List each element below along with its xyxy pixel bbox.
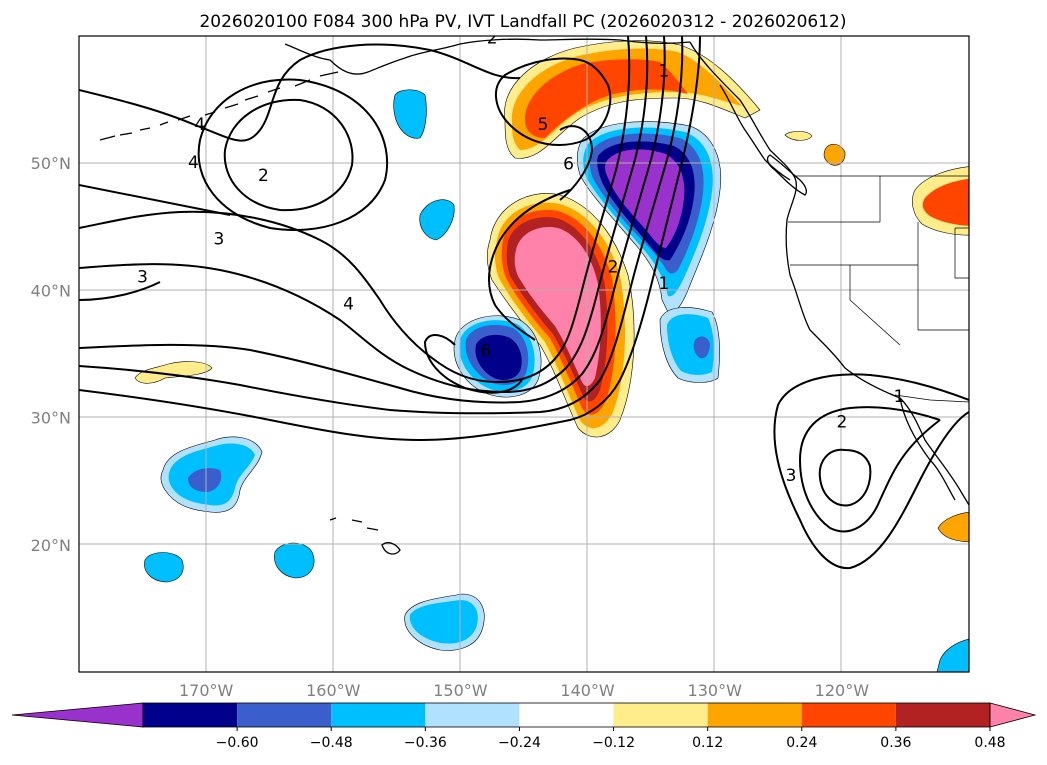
pv-contour-1-main <box>79 36 701 442</box>
colorbar-tick-label: −0.36 <box>404 735 447 751</box>
negative-anomaly-small-3 <box>144 552 184 583</box>
colorbar-segment <box>425 703 520 727</box>
colorbar-tick-label: 0.48 <box>974 735 1005 751</box>
contour-label: 1 <box>658 274 669 294</box>
pv-contour-west-loop-outer <box>197 78 389 231</box>
ca-nv-border <box>849 265 969 346</box>
canada-coast <box>719 84 791 181</box>
positive-anomaly-small-3 <box>784 131 813 141</box>
contour-label: 5 <box>538 115 549 135</box>
negative-anomaly-south-offshore-blue <box>667 314 714 375</box>
lon-label: 150°W <box>433 681 488 700</box>
hawaiian-islands <box>329 517 401 555</box>
colorbar-segment <box>143 703 238 727</box>
colorbar-segment <box>331 703 426 727</box>
positive-anomaly-small-2 <box>823 143 846 166</box>
colorbar: −0.60 −0.48 −0.36 −0.24 −0.12 0.12 0.24 0.36 0.4… <box>11 702 1037 751</box>
pv-contours <box>79 36 969 570</box>
vancouver-island <box>766 154 807 196</box>
positive-anomaly-east-core <box>922 178 969 226</box>
negative-anomaly-corner <box>936 638 969 672</box>
lat-label: 50°N <box>31 154 71 173</box>
positive-anomaly-southeast <box>937 512 969 543</box>
colorbar-tick-label: −0.48 <box>310 735 353 751</box>
pv-contour-2-main <box>79 36 684 415</box>
colorbar-outline <box>142 702 991 728</box>
lon-label: 130°W <box>688 681 743 700</box>
colorbar-tick-label: 0.24 <box>786 735 817 751</box>
colorbar-tick-label: 0.36 <box>880 735 911 751</box>
latitude-labels: 20°N 30°N 40°N 50°N <box>31 154 71 555</box>
contour-label: 6 <box>563 154 574 174</box>
pv-contour-rebound <box>559 125 594 201</box>
pv-contour-west-loop <box>223 98 354 212</box>
lat-label: 30°N <box>31 409 71 428</box>
positive-anomaly-small-1 <box>134 361 213 384</box>
colorbar-segment <box>519 703 614 727</box>
negative-anomaly-small-2 <box>419 199 455 241</box>
pv-contour-3-main <box>79 36 666 404</box>
pv-contour-inner-loop <box>495 57 612 146</box>
aleutian-islands <box>99 71 339 141</box>
alaska-coast <box>284 38 691 75</box>
state-borders <box>788 175 969 403</box>
negative-anomaly-small-4 <box>274 542 315 579</box>
pv-contour-offshore-ridge <box>488 189 571 341</box>
lat-label: 40°N <box>31 281 71 300</box>
colorbar-extend-min <box>11 702 144 728</box>
colorbar-extend-max <box>989 702 1037 728</box>
negative-anomaly-north-purple <box>605 149 685 248</box>
colorbar-tick-label: −0.60 <box>216 735 259 751</box>
contour-label: 6 <box>480 341 491 361</box>
pv-contour-low <box>423 334 523 394</box>
lat-label: 20°N <box>31 536 71 555</box>
pv-contour-north-arc <box>79 43 521 142</box>
map-frame <box>78 35 970 673</box>
contour-label: 2 <box>836 413 847 433</box>
negative-anomaly-small-5-core <box>409 600 478 644</box>
negative-anomaly-west-dark <box>475 334 522 380</box>
colorbar-segment <box>613 703 708 727</box>
contour-label: 4 <box>194 115 205 135</box>
contour-label: 2 <box>608 258 619 278</box>
contour-label: 1 <box>658 62 669 82</box>
colorbar-segment <box>707 703 802 727</box>
pv-contour-west-edge <box>79 184 231 301</box>
contour-label: 4 <box>188 153 199 173</box>
colorbar-segment <box>801 703 896 727</box>
lon-label: 170°W <box>179 681 234 700</box>
negative-anomaly-small-1 <box>393 89 427 139</box>
us-mexico-border <box>894 394 969 403</box>
idaho-border <box>879 176 919 330</box>
colorbar-segment <box>895 703 990 727</box>
contour-label: 3 <box>137 268 148 288</box>
pv-contour-south-mid <box>798 406 941 533</box>
contour-label: 1 <box>894 387 905 407</box>
lon-label: 140°W <box>560 681 615 700</box>
colorbar-tick-label: −0.12 <box>592 735 635 751</box>
contour-label: 2 <box>487 29 498 49</box>
negative-anomaly-subtropical-core <box>188 468 222 492</box>
negative-anomaly-south-offshore-core <box>693 336 710 359</box>
colorbar-tick-label: 0.12 <box>692 735 723 751</box>
longitude-labels: 170°W 160°W 150°W 140°W 130°W 120°W <box>179 681 869 700</box>
chart-title: 2026020100 F084 300 hPa PV, IVT Landfall… <box>199 12 846 32</box>
colorbar-tick-label: −0.24 <box>498 735 541 751</box>
contour-label: 3 <box>213 230 224 250</box>
contour-label: 2 <box>258 166 269 186</box>
pv-contour-5-main <box>79 36 631 384</box>
pv-contour-south-inner <box>818 448 872 507</box>
montana-border <box>954 227 969 279</box>
lon-label: 120°W <box>815 681 870 700</box>
contour-label: 4 <box>343 294 354 314</box>
lon-label: 160°W <box>306 681 361 700</box>
contour-label: 3 <box>786 466 797 486</box>
pv-contour-south-outer <box>773 373 969 570</box>
colorbar-segment <box>237 703 332 727</box>
